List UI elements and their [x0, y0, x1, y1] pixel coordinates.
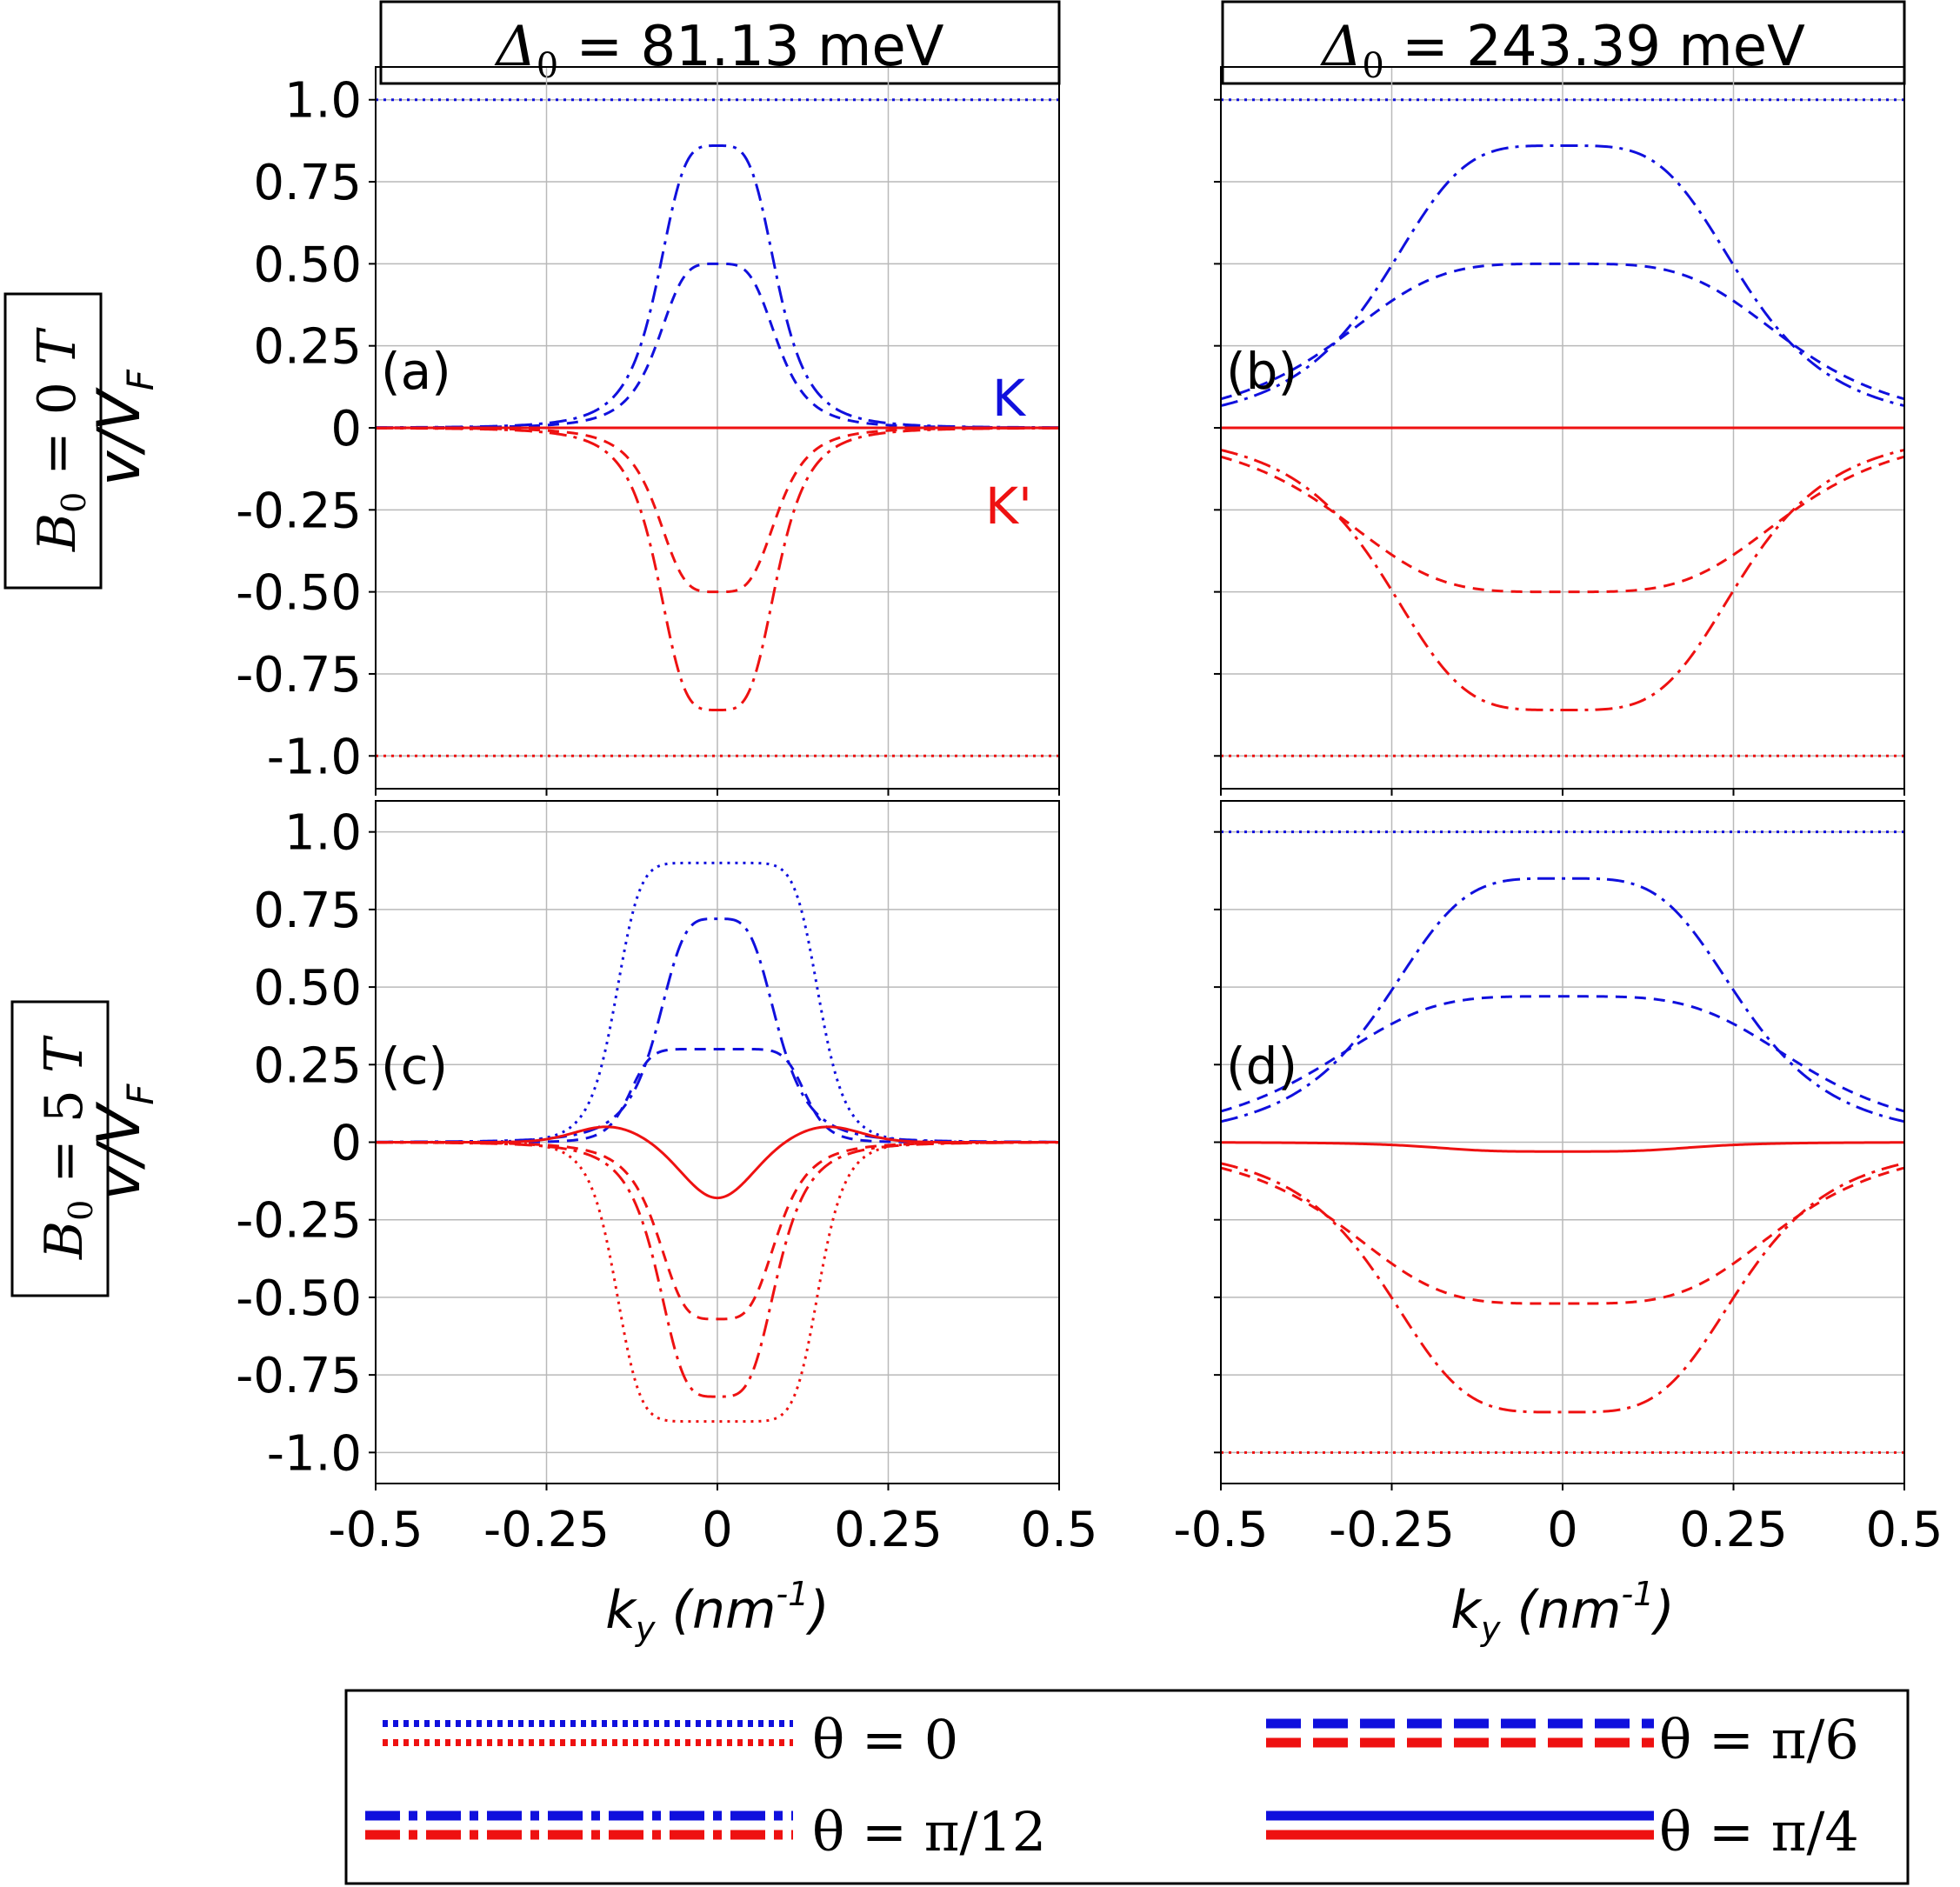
row2-symbol: B	[34, 1221, 95, 1260]
row1-subscript: 0	[55, 492, 93, 513]
svg-text:Δ0 = 81.13 meV: Δ0 = 81.13 meV	[493, 15, 943, 86]
x-tick-label: 0.25	[1679, 1502, 1788, 1558]
x-axis-label: ky (nm-1)	[1450, 1575, 1675, 1648]
valley-label-Kprime: K'	[985, 477, 1032, 536]
series-K-dashdot	[1220, 144, 1905, 408]
col2-value: 243.39 meV	[1466, 15, 1805, 79]
y-tick-label: -0.50	[236, 565, 362, 622]
row2-value: 5	[34, 1090, 95, 1123]
panel-a: 1.0 0.75 0.50 0.25 0 -0.25 -0.50 -0.75 -1.0 (a) v/…	[85, 66, 1060, 796]
y-tick-label: 0.50	[253, 960, 362, 1017]
panel-label: (b)	[1226, 342, 1297, 401]
panel-c: 1.00.750.500.250-0.25-0.50-0.75-1.0-0.5-…	[85, 800, 1098, 1648]
x-tick-label: 0	[1547, 1502, 1578, 1558]
y-tick-label: -0.25	[236, 1193, 362, 1250]
row1-symbol: B	[27, 513, 88, 552]
legend-item-dashed: θ = π/6	[1266, 1708, 1859, 1771]
y-axis-label: v/VF	[85, 1084, 162, 1201]
y-tick-label: -0.50	[236, 1270, 362, 1327]
row2-subscript: 0	[62, 1200, 100, 1221]
svg-text:B0 = 0 T: B0 = 0 T	[27, 327, 93, 552]
x-tick-label: -0.25	[1329, 1502, 1455, 1558]
y-tick-label: -0.25	[236, 483, 362, 539]
y-tick-label: 1.0	[284, 805, 362, 862]
series-Kprime-dashdot	[376, 1141, 1059, 1398]
legend-item-dashdot: θ = π/12	[365, 1800, 1046, 1864]
panel-label: (c)	[381, 1037, 448, 1096]
legend-label: θ = 0	[812, 1708, 958, 1771]
series-Kprime-dashdot	[375, 426, 1060, 711]
row-header-1: B0 = 0 T	[3, 292, 103, 590]
y-tick-label: 0	[330, 401, 362, 457]
legend-label: θ = π/4	[1659, 1800, 1859, 1864]
panels: 1.00.750.500.250-0.25-0.50-0.75-1.0(a)v/…	[85, 66, 1943, 1648]
x-tick-label: 0.5	[1020, 1502, 1097, 1558]
legend-item-dotted: θ = 0	[383, 1708, 958, 1771]
series-Kprime-dashdot	[1220, 448, 1905, 711]
row-header-2: B0 = 5 T	[10, 1000, 110, 1297]
valley-label-K: K	[992, 369, 1027, 428]
y-tick-label: -0.75	[236, 647, 362, 703]
column-header-1: Δ0 = 81.13 meV	[379, 0, 1061, 86]
y-tick-label: 0.75	[253, 155, 362, 211]
row1-value: 0	[27, 382, 88, 415]
svg-text:B0 = 5 T: B0 = 5 T	[34, 1035, 100, 1260]
x-tick-label: 0.25	[834, 1502, 943, 1558]
x-tick-label: 0.5	[1865, 1502, 1943, 1558]
panel-label: (d)	[1226, 1037, 1297, 1096]
col1-value: 81.13 meV	[640, 15, 943, 79]
panel-d: -0.5 -0.25 0 0.25 0.5 (d) ky (nm-1)	[1173, 800, 1943, 1648]
col2-symbol: Δ	[1319, 15, 1362, 79]
row2-unit: T	[34, 1035, 95, 1073]
series-K-dashed	[1220, 995, 1905, 1113]
y-tick-label: 1.0	[284, 73, 362, 130]
y-axis-label: v/VF	[85, 369, 162, 486]
col1-symbol: Δ	[493, 15, 536, 79]
row1-unit: T	[27, 327, 88, 365]
y-tick-label: -0.75	[236, 1348, 362, 1404]
x-tick-label: -0.5	[1173, 1502, 1268, 1558]
legend-item-solid: θ = π/4	[1266, 1800, 1859, 1864]
y-tick-label: 0.25	[253, 1037, 362, 1094]
y-tick-label: 0.50	[253, 237, 362, 293]
series-Kprime-dashdot	[1220, 1162, 1905, 1414]
x-tick-label: -0.5	[328, 1502, 423, 1558]
series-Kprime-dashed	[375, 1141, 1060, 1321]
y-tick-label: 0	[330, 1116, 362, 1172]
y-tick-label: -1.0	[267, 1425, 362, 1482]
series-K-dashdot	[1220, 877, 1905, 1124]
column-header-2: Δ0 = 243.39 meV	[1221, 0, 1906, 86]
legend-label: θ = π/12	[812, 1800, 1046, 1864]
y-tick-label: 0.25	[253, 319, 362, 376]
svg-text:Δ0 = 243.39 meV: Δ0 = 243.39 meV	[1319, 15, 1805, 86]
panel-label: (a)	[381, 342, 451, 401]
legend: θ = 0 θ = π/6 θ = π/12 θ = π/4	[344, 1689, 1910, 1885]
x-tick-label: -0.25	[483, 1502, 610, 1558]
legend-label: θ = π/6	[1659, 1708, 1859, 1771]
panel-b: (b)	[1214, 66, 1905, 796]
y-tick-label: -1.0	[267, 729, 362, 785]
series-Kprime-solid	[1221, 1141, 1904, 1153]
x-tick-label: 0	[702, 1502, 733, 1558]
y-tick-label: 0.75	[253, 883, 362, 939]
x-axis-label: ky (nm-1)	[605, 1575, 830, 1648]
